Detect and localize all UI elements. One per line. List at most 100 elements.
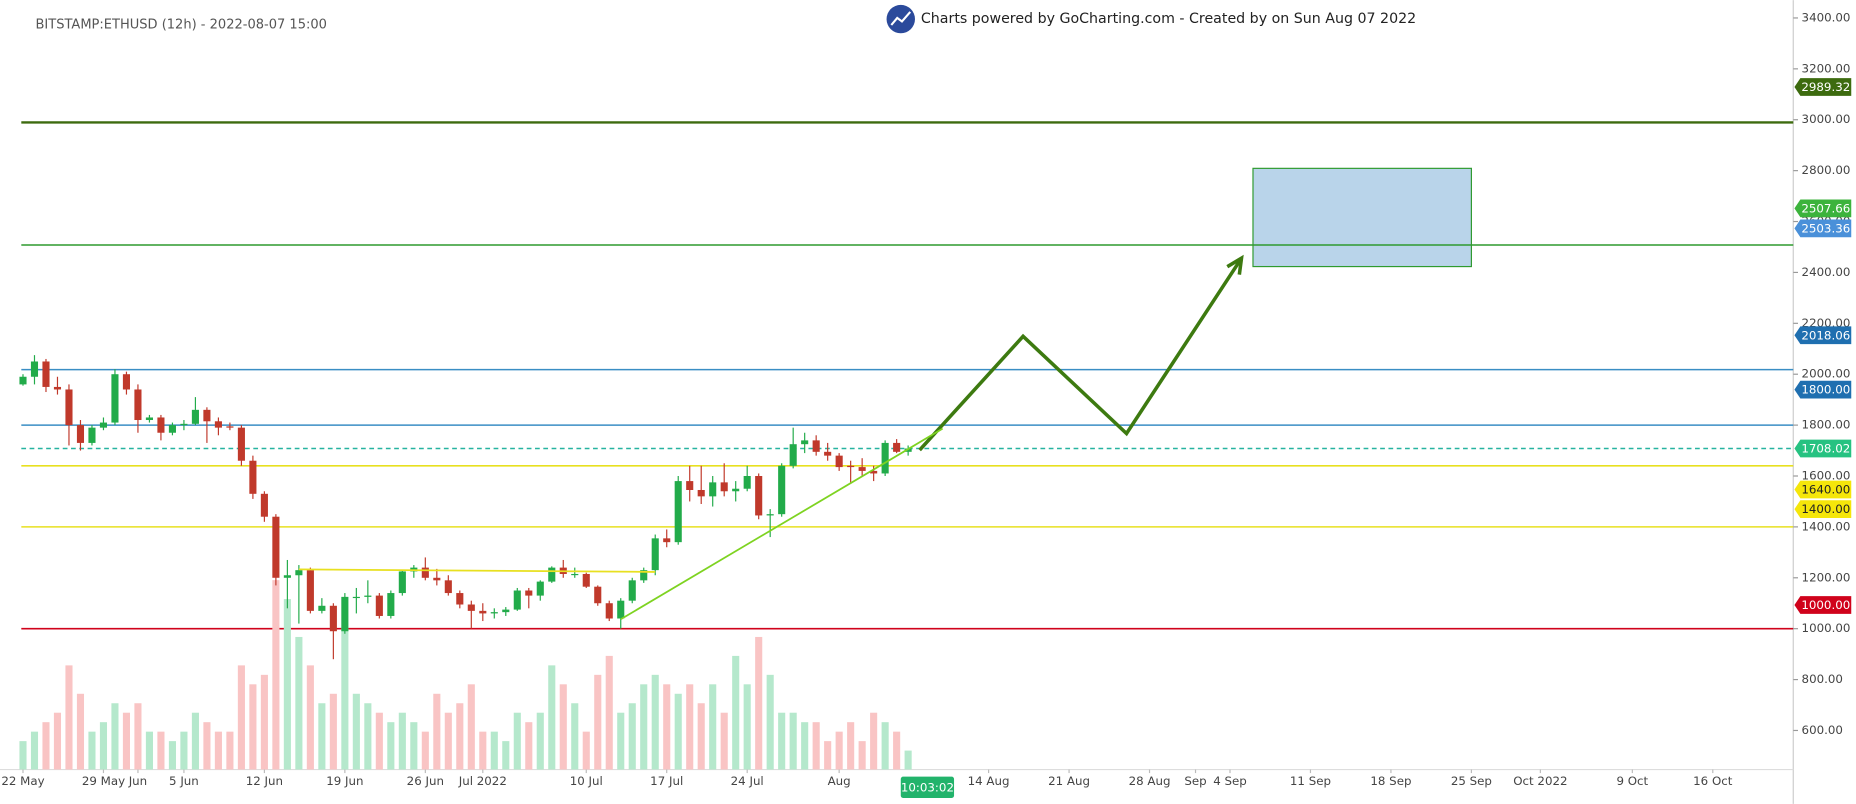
volume-bar xyxy=(766,674,774,770)
volume-bar xyxy=(341,627,349,770)
candle-body xyxy=(364,595,372,597)
price-tag xyxy=(1794,219,1852,238)
volume-bar xyxy=(226,731,234,770)
volume-bar xyxy=(295,636,303,770)
volume-bar xyxy=(145,731,153,770)
price-tag-label: 2503.36 xyxy=(1801,221,1850,235)
volume-bar xyxy=(364,703,372,770)
y-tick-label: 3200.00 xyxy=(1802,61,1851,75)
x-tick-label: 4 Sep xyxy=(1213,774,1247,788)
volume-bar xyxy=(76,693,85,770)
candle-body xyxy=(536,581,544,596)
volume-bar xyxy=(249,684,257,770)
candle-body xyxy=(513,590,521,610)
volume-bar xyxy=(387,722,395,770)
candle-body xyxy=(214,421,222,428)
volume-bar xyxy=(755,636,763,770)
axes: 600.00 800.00 1000.00 1200.00 1400.00 1600.00… xyxy=(1,10,1850,787)
candle-body xyxy=(479,610,487,614)
logo[interactable] xyxy=(886,4,915,34)
volume-bar xyxy=(306,665,314,770)
candle-body xyxy=(893,442,901,452)
volume-bar xyxy=(490,731,498,770)
price-tag-label: 1708.02 xyxy=(1801,442,1850,456)
volume-bar xyxy=(65,665,73,770)
volume-bar xyxy=(30,731,39,770)
candle-body xyxy=(709,482,717,497)
candle-body xyxy=(421,567,429,578)
volume-bar xyxy=(628,703,636,770)
candle-body xyxy=(870,470,878,474)
candle-body xyxy=(502,609,510,613)
candle-body xyxy=(306,570,314,611)
x-tick-label: Jul 2022 xyxy=(458,774,507,788)
y-tick-label: 2000.00 xyxy=(1802,367,1851,381)
candle-body xyxy=(789,444,797,466)
candle-body xyxy=(191,409,199,424)
volume-bar xyxy=(559,684,567,770)
volume-bar xyxy=(778,712,786,770)
candle-body xyxy=(76,425,85,443)
candle-body xyxy=(663,538,671,543)
volume-bar xyxy=(582,731,590,770)
volume-bar xyxy=(536,712,544,770)
y-tick-label: 3400.00 xyxy=(1802,10,1851,24)
x-tick-label: 10 Jul xyxy=(570,774,603,788)
candle-body xyxy=(19,376,27,385)
drawing-line xyxy=(298,568,656,573)
candle-body xyxy=(628,580,636,601)
x-tick-label: 21 Aug xyxy=(1048,774,1090,788)
x-tick-label: Oct 2022 xyxy=(1513,774,1567,788)
y-tick-label: 800.00 xyxy=(1802,672,1843,686)
candle-body xyxy=(329,605,337,632)
candle-body xyxy=(686,481,694,490)
candle-body xyxy=(490,612,498,614)
volume-bar xyxy=(283,599,291,770)
volume-bar xyxy=(893,731,901,770)
candle-body xyxy=(134,389,142,421)
volume-bar xyxy=(513,712,521,770)
logo-icon xyxy=(890,11,912,26)
candle-body xyxy=(341,596,349,632)
volume-bar xyxy=(456,703,464,770)
candle-body xyxy=(65,389,73,426)
candle-body xyxy=(824,451,832,456)
drawings xyxy=(298,254,1244,621)
y-tick-label: 1800.00 xyxy=(1802,418,1851,432)
volume-bar xyxy=(191,712,199,770)
volume-bar xyxy=(697,703,705,770)
candle-body xyxy=(157,417,165,433)
candle-body xyxy=(30,361,39,377)
volume-bar xyxy=(467,684,475,770)
candle-body xyxy=(168,425,176,433)
volume-bar xyxy=(502,741,510,770)
candle-body xyxy=(732,488,740,492)
volume-bar xyxy=(858,741,866,770)
candle-body xyxy=(272,516,280,578)
powered-by: Charts powered by GoCharting.com - Creat… xyxy=(921,11,1416,27)
volume-bar xyxy=(617,712,625,770)
volume-bar xyxy=(709,684,717,770)
volume-bar xyxy=(812,722,820,770)
zones xyxy=(1252,167,1472,268)
candle-body xyxy=(801,440,809,445)
x-tick-label: 19 Jun xyxy=(326,774,363,788)
candle-body xyxy=(847,465,855,468)
volume-bar xyxy=(594,674,602,770)
y-tick-label: 2800.00 xyxy=(1802,163,1851,177)
volume-bar xyxy=(237,665,245,770)
volume-bar xyxy=(674,693,682,770)
volume-bar xyxy=(663,684,671,770)
candle-body xyxy=(387,593,395,616)
candle-body xyxy=(640,570,648,581)
volume-bar xyxy=(548,665,556,770)
price-tags: 2989.32 2507.66 2503.36 2018.06 1800.00 1708.… xyxy=(1794,78,1852,614)
volume-bar xyxy=(214,731,222,770)
volume-bar xyxy=(904,750,912,770)
candle-body xyxy=(617,600,625,619)
volume-bar xyxy=(789,712,797,770)
candle-body xyxy=(582,573,590,587)
candle-body xyxy=(53,386,62,390)
